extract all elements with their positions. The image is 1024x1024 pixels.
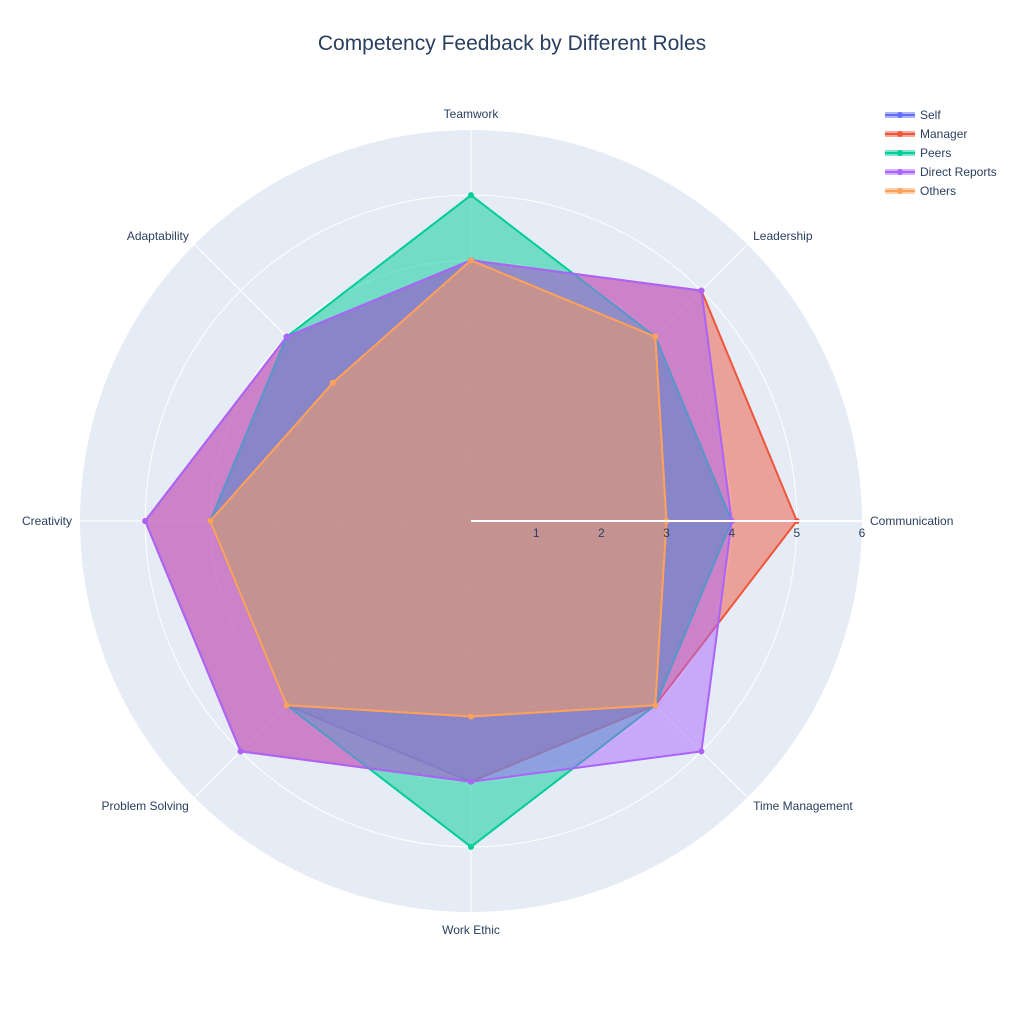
category-label: Work Ethic — [442, 923, 500, 937]
legend-marker — [897, 188, 903, 194]
data-point — [142, 518, 149, 524]
data-point — [283, 702, 290, 709]
legend-label: Others — [920, 184, 956, 198]
radial-tick-label: 4 — [728, 526, 735, 540]
category-label: Teamwork — [444, 107, 500, 121]
data-point — [207, 518, 214, 524]
legend-label: Direct Reports — [920, 165, 997, 179]
data-point — [652, 333, 659, 340]
category-label: Creativity — [22, 514, 72, 528]
legend-item[interactable]: Self — [885, 108, 941, 122]
legend-label: Self — [920, 108, 941, 122]
category-label: Communication — [870, 514, 953, 528]
data-point — [468, 843, 474, 850]
legend-label: Manager — [920, 127, 967, 141]
chart-title: Competency Feedback by Different Roles — [318, 32, 706, 55]
data-point — [652, 702, 659, 709]
data-point — [698, 748, 705, 755]
legend-label: Peers — [920, 146, 951, 160]
data-point — [468, 192, 474, 199]
legend-marker — [897, 150, 903, 156]
legend-marker — [897, 169, 903, 175]
data-point — [468, 713, 474, 720]
legend-marker — [897, 131, 903, 137]
legend-item[interactable]: Others — [885, 184, 956, 198]
data-point — [283, 333, 290, 340]
radial-tick-labels: 1 2 3 4 5 6 — [471, 520, 866, 540]
series-others — [207, 257, 670, 720]
category-label: Time Management — [753, 799, 853, 813]
category-label: Problem Solving — [101, 799, 188, 813]
legend-marker — [897, 112, 903, 118]
radial-tick-label: 1 — [533, 526, 540, 540]
legend[interactable]: Self Manager Peers Direct Reports Others — [885, 108, 997, 198]
radial-tick-label: 3 — [663, 526, 670, 540]
data-point — [468, 257, 474, 264]
data-point — [468, 778, 474, 785]
data-point — [237, 748, 244, 755]
data-point — [698, 287, 705, 294]
legend-item[interactable]: Manager — [885, 127, 967, 141]
category-labels: Communication Leadership Teamwork Adaptabil… — [22, 107, 953, 937]
category-label: Adaptability — [127, 229, 189, 243]
radial-tick-label: 2 — [598, 526, 605, 540]
legend-item[interactable]: Peers — [885, 146, 951, 160]
data-point — [329, 379, 336, 386]
category-label: Leadership — [753, 229, 813, 243]
legend-item[interactable]: Direct Reports — [885, 165, 997, 179]
radial-tick-label: 6 — [859, 526, 866, 540]
radial-tick-label: 5 — [793, 526, 800, 540]
